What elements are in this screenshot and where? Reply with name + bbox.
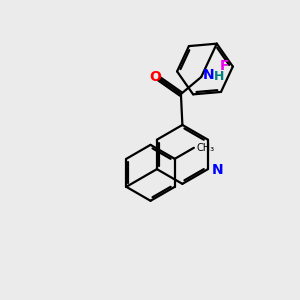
Text: H: H [214,70,224,83]
Text: N: N [203,68,214,82]
Text: CH₃: CH₃ [196,143,214,153]
Text: O: O [150,70,162,84]
Text: N: N [212,163,224,177]
Text: F: F [220,59,229,73]
